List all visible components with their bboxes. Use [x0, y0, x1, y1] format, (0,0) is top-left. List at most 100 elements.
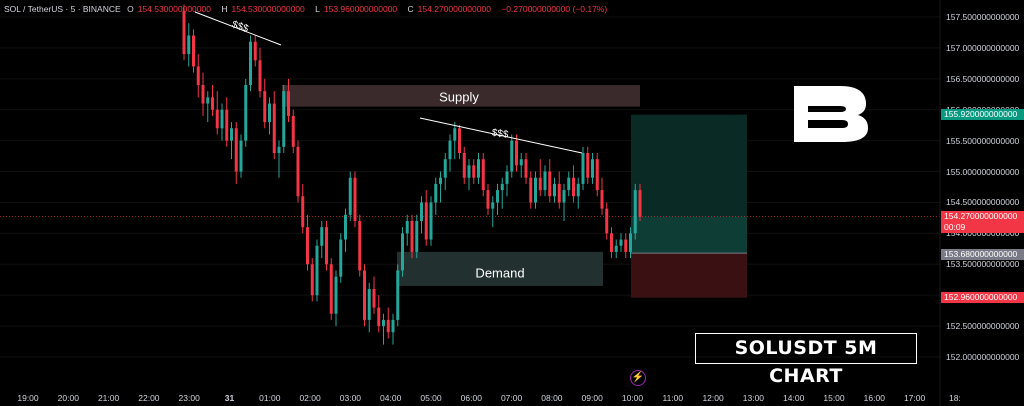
stop-price-badge: 152.960000000000 — [941, 292, 1024, 303]
long-position-profit-zone — [631, 216, 747, 254]
candle-body — [310, 264, 314, 296]
candle-body — [386, 319, 390, 333]
candle-body — [638, 190, 642, 217]
time-tick-label: 02:00 — [299, 393, 321, 403]
candle-body — [581, 153, 585, 184]
candle-body — [296, 146, 300, 197]
candle-body — [519, 159, 523, 166]
price-tick-label: 156.500000000000 — [946, 73, 1020, 84]
candle-body — [500, 183, 504, 191]
candle-body — [548, 171, 552, 197]
candle-body — [301, 196, 305, 228]
candle-body — [325, 227, 328, 265]
candle-body — [610, 233, 613, 252]
candle-body — [458, 128, 461, 153]
open-label: O — [127, 4, 134, 14]
time-tick-label: 07:00 — [500, 393, 523, 403]
candle-body — [467, 165, 471, 178]
candle-body — [192, 35, 195, 67]
candle-body — [496, 190, 499, 203]
time-tick-label: 11:00 — [662, 393, 684, 403]
candle-body — [344, 214, 347, 240]
demand-zone — [397, 251, 603, 286]
candle-body — [453, 128, 457, 141]
candle-body — [372, 289, 376, 308]
target-price-badge: 155.920000000000 — [941, 109, 1024, 120]
change-value: −0.270000000000 (−0.17%) — [501, 4, 608, 14]
candle-body — [515, 140, 518, 166]
candle-body — [624, 239, 628, 252]
candle-body — [244, 85, 248, 141]
price-tick-label: 157.500000000000 — [946, 12, 1020, 22]
chart-title-box: SOLUSDT 5M CHART — [695, 333, 917, 387]
candle-body — [462, 153, 466, 178]
entry-price-badge: 153.680000000000 — [941, 249, 1024, 260]
time-tick-label: 21:00 — [97, 393, 120, 403]
time-tick-label: 15:00 — [823, 393, 845, 403]
candle-body — [348, 177, 352, 215]
candle-body — [424, 202, 428, 240]
candle-body — [543, 171, 547, 191]
candle-body — [391, 319, 395, 333]
lightning-icon[interactable]: ⚡ — [630, 370, 646, 386]
close-label: C — [407, 4, 414, 14]
candle-body — [567, 177, 571, 191]
close-value: 154.270000000000 — [417, 4, 491, 14]
liquidity-line-top — [194, 11, 282, 46]
candle-body — [249, 41, 252, 85]
candle-body — [334, 276, 338, 314]
time-tick-label: 22:00 — [138, 393, 160, 403]
low-value: 153.960000000000 — [323, 4, 398, 14]
candle-body — [553, 183, 556, 197]
candle-body — [287, 91, 290, 116]
symbol-header: SOL / TetherUS · 5 · BINANCE O 154.530000… — [4, 4, 611, 14]
long-position-stop-zone — [631, 253, 747, 298]
time-tick-label: 19:00 — [17, 393, 39, 403]
candle-body — [220, 109, 224, 129]
candle-body — [486, 190, 490, 209]
candle-body — [600, 190, 604, 209]
bar-countdown: 00:09 — [944, 222, 966, 232]
candle-body — [405, 221, 409, 234]
time-tick-label: 16:00 — [863, 393, 885, 403]
candle-body — [491, 202, 495, 209]
high-value: 154.530000000000 — [231, 4, 305, 14]
time-tick-label: 09:00 — [581, 393, 603, 403]
price-tick-label: 155.000000000000 — [946, 166, 1020, 177]
candle-body — [410, 221, 414, 252]
supply-zone-label: Supply — [439, 89, 479, 105]
candle-body — [415, 221, 419, 252]
candle-body — [187, 35, 191, 55]
candle-body — [572, 177, 575, 197]
time-tick-label: 17:00 — [903, 393, 926, 403]
candle-body — [448, 140, 452, 160]
candle-body — [363, 270, 366, 320]
candle-body — [534, 177, 537, 203]
candle-body — [420, 202, 423, 221]
candle-body — [277, 146, 281, 153]
candle-body — [306, 227, 309, 265]
candle-body — [358, 221, 362, 271]
price-tick-label: 153.500000000000 — [946, 259, 1020, 270]
candle-body — [253, 41, 257, 61]
time-tick-label: 05:00 — [420, 393, 442, 403]
candle-body — [629, 233, 632, 252]
candle-body — [472, 165, 476, 178]
candle-body — [614, 245, 618, 252]
candle-body — [211, 97, 214, 110]
symbol-title: SOL / TetherUS · 5 · BINANCE — [4, 4, 121, 14]
candle-body — [529, 177, 533, 203]
candle-body — [605, 208, 609, 234]
time-tick-label: 10:00 — [621, 393, 644, 403]
candle-body — [234, 128, 238, 172]
overlay-layer — [194, 0, 941, 406]
zones-layer — [0, 85, 940, 298]
candle-body — [239, 140, 243, 172]
candle-body — [434, 183, 438, 203]
logo-b-icon — [794, 86, 868, 142]
time-tick-label: 03:00 — [339, 393, 362, 403]
candle-body — [382, 319, 385, 327]
chart-grid — [0, 16, 940, 358]
time-tick-label: 23:00 — [178, 393, 200, 403]
